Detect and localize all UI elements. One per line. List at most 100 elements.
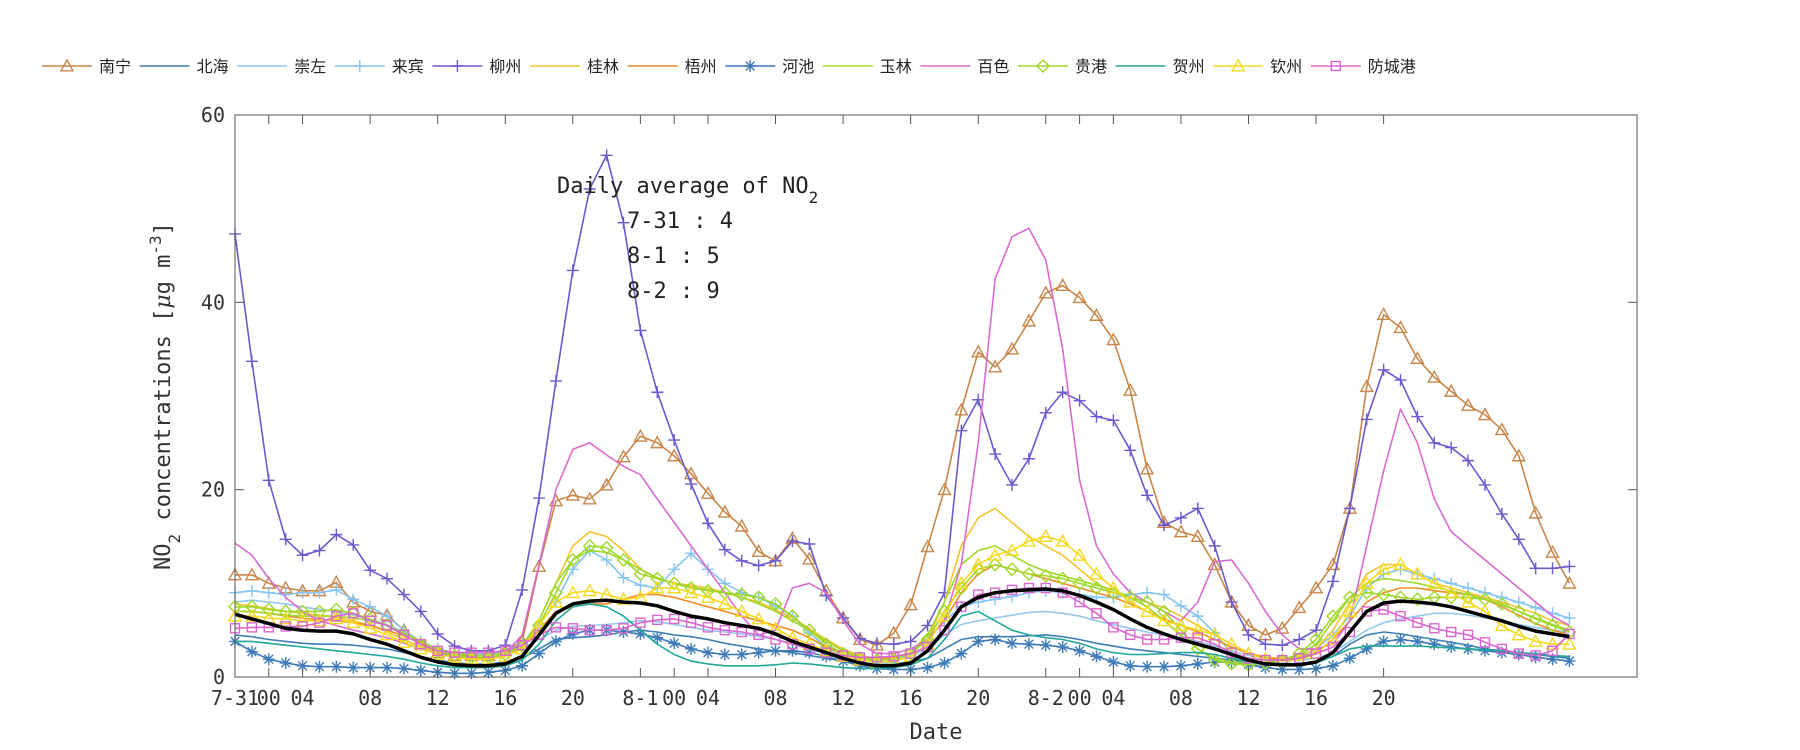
star-marker: [955, 647, 968, 660]
triangle-marker: [616, 591, 631, 605]
star-marker: [786, 644, 799, 657]
triangle-marker: [971, 344, 986, 358]
triangle-marker: [430, 647, 445, 661]
triangle-marker: [751, 611, 766, 625]
triangle-marker: [565, 585, 581, 599]
star-marker: [313, 660, 326, 673]
plus-marker: [262, 474, 275, 487]
plus-marker: [1512, 533, 1525, 546]
square-marker: [1462, 629, 1474, 641]
star-marker: [668, 637, 681, 650]
star-marker: [1006, 637, 1019, 650]
plus-marker: [313, 586, 326, 599]
plus-marker: [1090, 410, 1103, 423]
square-marker: [567, 623, 579, 634]
square-marker: [415, 639, 427, 650]
x-tick-label: 12: [426, 686, 450, 710]
diamond-marker: [599, 540, 614, 555]
star-marker: [1073, 644, 1086, 657]
triangle-marker: [1106, 332, 1121, 346]
x-tick-label: 16: [1304, 686, 1328, 710]
triangle-marker: [1224, 636, 1239, 650]
plus-marker: [1394, 374, 1407, 387]
star-marker: [1208, 656, 1221, 669]
plus-marker: [769, 554, 782, 567]
star-marker: [1546, 653, 1559, 666]
diamond-marker: [1089, 581, 1104, 596]
plus-marker: [904, 635, 917, 648]
star-marker: [803, 646, 816, 659]
triangle-marker: [329, 611, 344, 625]
star-marker: [938, 656, 951, 669]
triangle-marker: [1089, 566, 1104, 580]
triangle-marker: [1427, 575, 1442, 589]
plus-marker: [668, 434, 681, 447]
triangle-marker: [1021, 313, 1037, 327]
legend-item: 贵港: [1018, 57, 1107, 76]
star-marker: [853, 659, 866, 672]
daily-average-annotation: Daily average of NO2 7-31 : 4 8-1 : 5 8-…: [557, 174, 818, 304]
square-marker: [956, 601, 967, 612]
triangle-marker: [244, 567, 260, 581]
triangle-marker: [1089, 308, 1104, 321]
triangle-marker: [954, 402, 969, 416]
diamond-marker: [616, 552, 631, 567]
triangle-marker: [666, 448, 682, 462]
diamond-marker: [1123, 590, 1138, 605]
triangle-marker: [1190, 529, 1206, 542]
star-marker: [752, 646, 765, 659]
legend-label: 北海: [197, 57, 229, 76]
legend-label: 玉林: [880, 57, 912, 76]
x-tick-label: 20: [966, 686, 990, 710]
triangle-marker: [1376, 561, 1391, 575]
plus-marker: [1242, 628, 1255, 641]
diamond-marker: [1511, 604, 1526, 619]
triangle-marker: [971, 557, 986, 571]
star-marker: [465, 667, 478, 680]
plus-marker: [955, 424, 968, 437]
diamond-marker: [1038, 568, 1053, 583]
diamond-marker: [532, 618, 547, 633]
star-marker: [533, 647, 546, 660]
square-marker: [736, 626, 747, 638]
square-marker: [1496, 643, 1508, 655]
annotation-title: Daily average of NO2: [557, 174, 818, 207]
square-marker: [1412, 617, 1423, 628]
triangle-marker: [1004, 543, 1020, 557]
star-marker: [1512, 648, 1525, 661]
x-tick-label: 04: [696, 686, 720, 710]
square-marker: [1513, 648, 1524, 659]
star-marker: [1158, 660, 1171, 673]
triangle-marker: [903, 597, 918, 611]
y-axis-label: NO2 concentrations [μg m-3]: [146, 222, 184, 570]
legend-label: 钦州: [1270, 57, 1302, 76]
legend-label: 柳州: [489, 57, 521, 76]
square-marker: [939, 624, 950, 636]
diamond-marker: [1325, 609, 1340, 624]
diamond-marker: [1036, 59, 1050, 73]
triangle-marker: [886, 625, 901, 639]
plus-marker: [397, 588, 410, 601]
triangle-marker: [346, 615, 361, 629]
plus-marker: [414, 605, 427, 618]
x-tick-label: 20: [1372, 686, 1396, 710]
diamond-marker: [1224, 656, 1239, 671]
legend-item: 北海: [139, 57, 229, 76]
legend-item: 防城港: [1310, 57, 1416, 76]
diamond-marker: [1207, 653, 1222, 668]
triangle-marker: [683, 585, 699, 599]
plus-marker: [313, 544, 326, 557]
series-line: [234, 587, 1570, 668]
square-marker: [635, 617, 646, 628]
triangle-marker: [650, 435, 665, 449]
square-marker: [1395, 610, 1406, 622]
square-marker: [1344, 626, 1356, 638]
diamond-marker: [802, 623, 817, 638]
triangle-marker: [1038, 529, 1053, 542]
plus-marker: [1107, 414, 1120, 427]
star-marker: [769, 644, 782, 657]
diamond-marker: [1376, 587, 1391, 602]
triangle-marker: [1562, 575, 1577, 589]
triangle-marker: [244, 608, 260, 622]
legend-label: 防城港: [1368, 57, 1416, 76]
